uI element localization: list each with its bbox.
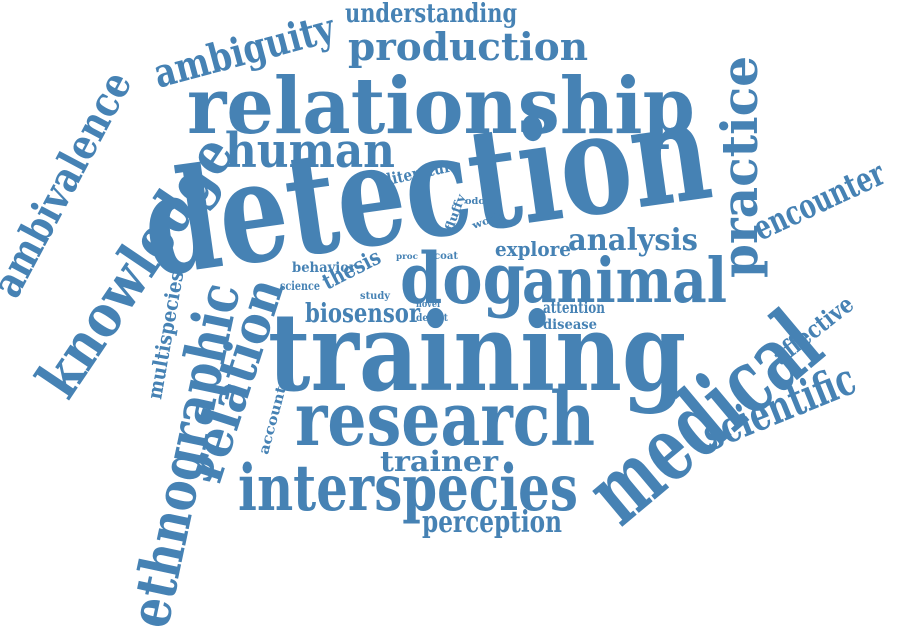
word-novel: novel xyxy=(416,299,440,310)
word-explore: explore xyxy=(495,237,571,261)
word-proc: proc xyxy=(396,250,418,261)
word-odor: odor xyxy=(465,196,491,207)
word-production: production xyxy=(348,23,589,69)
word-animal: animal xyxy=(522,244,728,318)
word-behavior: behavior xyxy=(292,259,356,276)
word-coat: coat xyxy=(434,251,459,262)
word-study: study xyxy=(360,291,390,302)
word-perception: perception xyxy=(422,505,562,540)
word-interspecies: interspecies xyxy=(238,450,578,526)
word-encounter: encounter xyxy=(747,153,892,249)
word-detect: detect xyxy=(416,313,448,324)
word-disease: disease xyxy=(543,316,598,333)
word-relationship: relationship xyxy=(187,60,695,152)
word-science: science xyxy=(280,279,320,294)
word-biosensor: biosensor xyxy=(305,299,421,330)
word-human: human xyxy=(225,122,395,179)
word-analysis: analysis xyxy=(568,223,698,258)
word-dog: dog xyxy=(400,237,525,320)
word-attention: attention xyxy=(543,298,605,318)
word-trainer: trainer xyxy=(380,444,499,478)
word-research: research xyxy=(295,376,596,463)
word-understanding: understanding xyxy=(345,0,518,30)
word-training: training xyxy=(268,289,687,416)
